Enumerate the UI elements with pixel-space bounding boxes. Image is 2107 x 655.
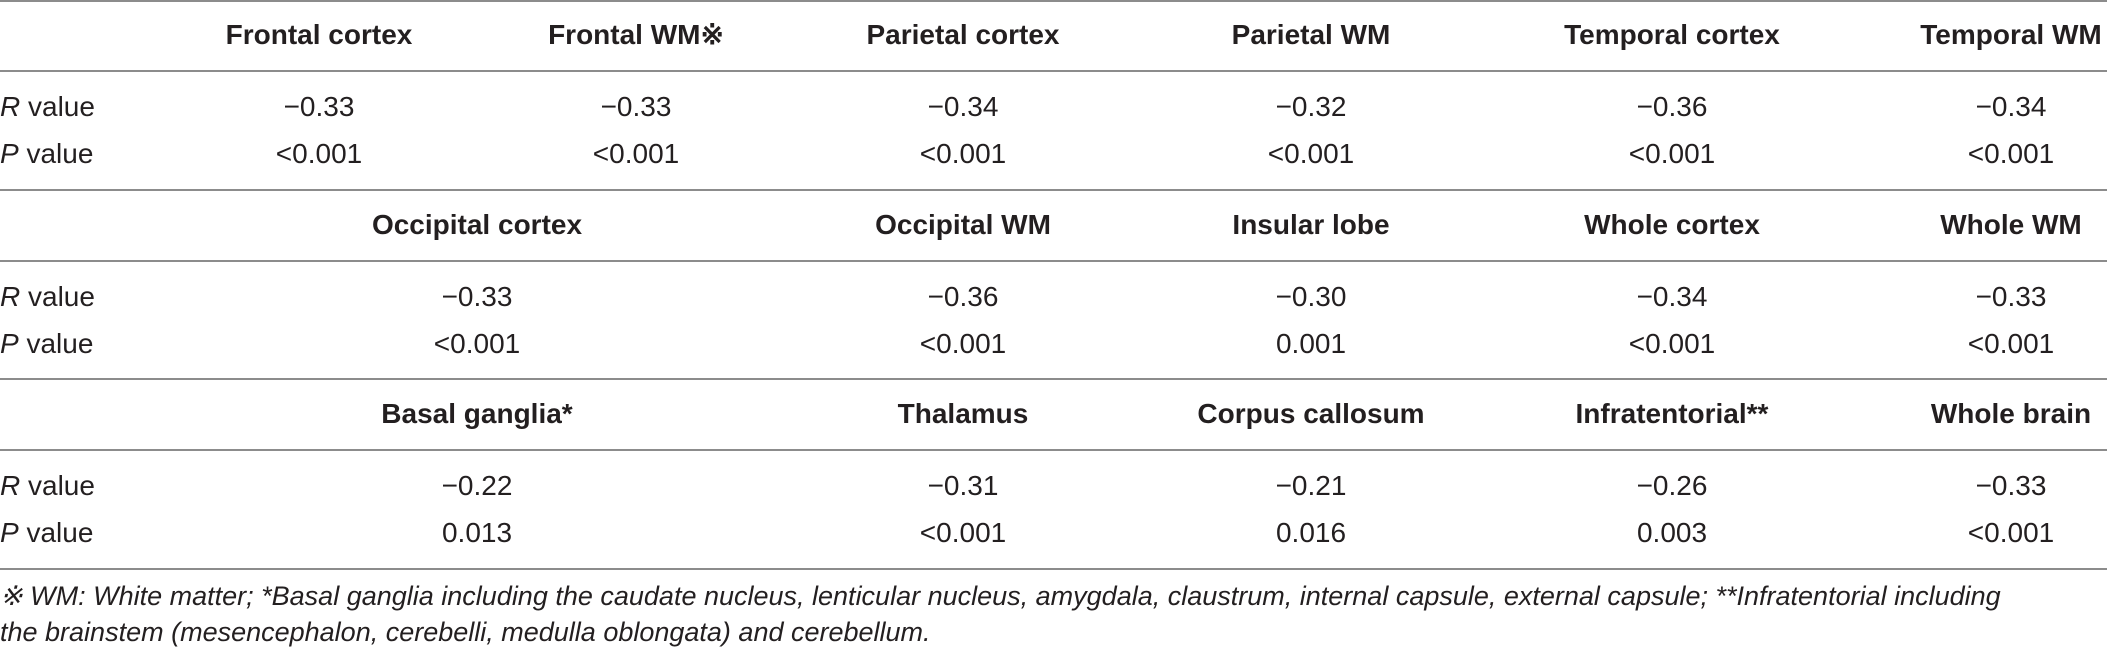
column-header: Whole cortex	[1584, 209, 1760, 240]
p-value: <0.001	[1267, 138, 1355, 169]
p-value: <0.001	[433, 328, 521, 359]
block3-header-rule	[0, 449, 2107, 451]
block1-end-rule	[0, 189, 2107, 191]
column-header: Frontal cortex	[225, 19, 413, 50]
table-footnote: ※ WM: White matter; *Basal ganglia inclu…	[0, 578, 2107, 650]
column-header: Occipital cortex	[371, 209, 583, 240]
column-header: Occipital WM	[875, 209, 1051, 240]
block1-header-rule	[0, 70, 2107, 72]
p-value: 0.001	[1275, 328, 1347, 359]
footnote-line: ※ WM: White matter; *Basal ganglia inclu…	[0, 581, 2001, 611]
r-value: −0.31	[927, 470, 999, 501]
p-value: <0.001	[919, 328, 1007, 359]
column-header: Basal ganglia*	[381, 398, 573, 429]
r-value: −0.33	[1975, 281, 2047, 312]
r-value: −0.22	[441, 470, 513, 501]
table-top-rule	[0, 0, 2107, 2]
p-value: <0.001	[1967, 517, 2055, 548]
p-value: <0.001	[919, 517, 1007, 548]
p-value: <0.001	[1967, 328, 2055, 359]
row-label-p: P value	[0, 517, 94, 548]
column-header: Infratentorial**	[1575, 398, 1769, 429]
r-value: −0.30	[1275, 281, 1347, 312]
column-header: Whole brain	[1930, 398, 2092, 429]
column-header: Insular lobe	[1232, 209, 1390, 240]
block2-end-rule	[0, 378, 2107, 380]
block2-header-rule	[0, 260, 2107, 262]
column-header: Whole WM	[1940, 209, 2082, 240]
r-value: −0.33	[283, 91, 355, 122]
p-value: <0.001	[592, 138, 680, 169]
p-value: <0.001	[919, 138, 1007, 169]
row-label-r: R value	[0, 91, 95, 122]
p-value: <0.001	[1628, 328, 1716, 359]
column-header: Temporal cortex	[1564, 19, 1780, 50]
r-value: −0.33	[600, 91, 672, 122]
p-value: 0.016	[1275, 517, 1347, 548]
r-value: −0.33	[1975, 470, 2047, 501]
column-header: Frontal WM※	[548, 19, 724, 50]
p-value: 0.013	[441, 517, 513, 548]
row-label-p: P value	[0, 328, 94, 359]
column-header: Parietal WM	[1231, 19, 1391, 50]
column-header: Parietal cortex	[866, 19, 1060, 50]
row-label-r: R value	[0, 281, 95, 312]
r-value: −0.33	[441, 281, 513, 312]
r-value: −0.32	[1275, 91, 1347, 122]
p-value: <0.001	[1967, 138, 2055, 169]
row-label-r: R value	[0, 470, 95, 501]
column-header: Temporal WM	[1920, 19, 2102, 50]
p-value: <0.001	[1628, 138, 1716, 169]
r-value: −0.21	[1275, 470, 1347, 501]
r-value: −0.34	[1975, 91, 2047, 122]
p-value: 0.003	[1636, 517, 1708, 548]
footnote-line: the brainstem (mesencephalon, cerebelli,…	[0, 617, 931, 647]
r-value: −0.36	[1636, 91, 1708, 122]
column-header: Corpus callosum	[1197, 398, 1425, 429]
r-value: −0.26	[1636, 470, 1708, 501]
r-value: −0.34	[1636, 281, 1708, 312]
column-header: Thalamus	[897, 398, 1029, 429]
row-label-p: P value	[0, 138, 94, 169]
table-bottom-rule	[0, 568, 2107, 570]
r-value: −0.34	[927, 91, 999, 122]
r-value: −0.36	[927, 281, 999, 312]
p-value: <0.001	[275, 138, 363, 169]
